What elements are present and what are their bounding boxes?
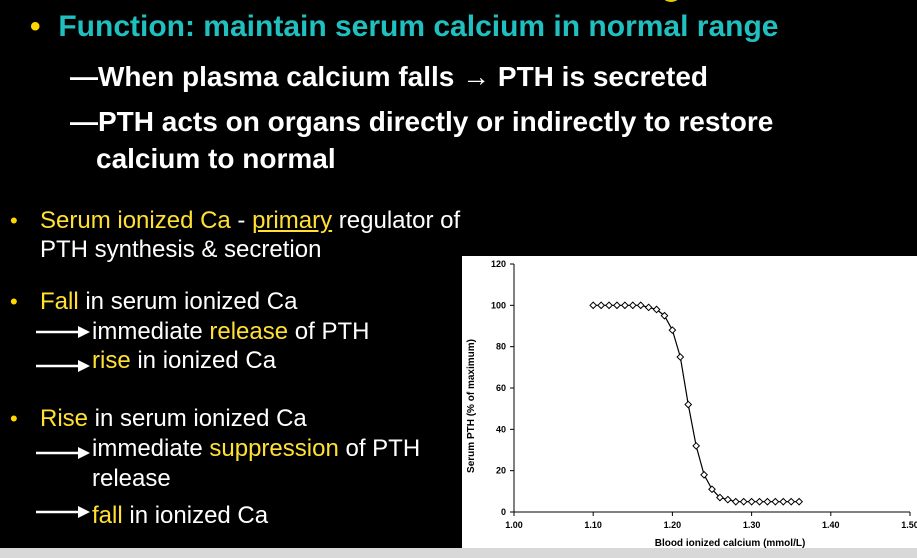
series-line [593, 304, 800, 503]
dash-glyph: — [70, 61, 98, 92]
item3-l2c: of PTH [338, 435, 421, 462]
item1-line2: PTH synthesis & secretion [40, 236, 322, 263]
arrow-right-icon [36, 360, 90, 372]
bullet-dot: • [30, 10, 41, 43]
data-point [771, 497, 780, 506]
data-point [644, 303, 653, 312]
data-point [660, 311, 669, 320]
data-point [739, 497, 748, 506]
sub-bullet-1-text: When plasma calcium falls → PTH is secre… [98, 61, 708, 92]
item3-l4b: in ionized Ca [122, 502, 269, 529]
sub-bullet-2-text: PTH acts on organs directly or indirectl… [98, 106, 774, 137]
item2-line2: immediate release of PTH [92, 318, 369, 346]
item1-primary: primary [252, 207, 333, 234]
chart-curve [593, 304, 800, 503]
title-fragment [660, 0, 690, 4]
list-bullet: • [10, 208, 18, 233]
item3-suppression: suppression [209, 435, 339, 462]
data-point [668, 326, 677, 335]
dash-glyph: — [70, 106, 98, 137]
item2-rest: in serum ionized Ca [78, 288, 298, 315]
item1-sep: - [230, 207, 253, 234]
data-point [676, 353, 685, 361]
data-point [747, 497, 756, 506]
chart-points [589, 301, 804, 506]
main-bullet-text: Function: maintain serum calcium in norm… [58, 10, 779, 43]
item2-line3: rise in ionized Ca [92, 347, 276, 375]
item3-line1: Rise in serum ionized Ca [40, 405, 307, 433]
y-axis-label: Serum PTH (% of maximum) [466, 339, 477, 473]
item3-rest: in serum ionized Ca [88, 405, 307, 432]
data-point [613, 301, 621, 310]
item2-l2c: of PTH [288, 318, 370, 345]
item3-line2: immediate suppression of PTH [92, 435, 420, 463]
data-point [636, 301, 645, 310]
data-point [708, 485, 716, 494]
data-point [731, 497, 740, 506]
item2-line1: Fall in serum ionized Ca [40, 288, 297, 316]
data-point [692, 441, 701, 450]
item2-highlight: Fall [40, 288, 79, 315]
item2-rise: rise [92, 347, 131, 374]
arrow-right-icon [36, 447, 90, 459]
item1-line1: Serum ionized Ca - primary regulator of [40, 207, 460, 235]
data-point [628, 301, 637, 310]
item1-highlight: Serum ionized Ca [40, 207, 231, 234]
item1-rest: regulator of [332, 207, 461, 234]
data-point [620, 301, 629, 310]
data-point [716, 493, 724, 502]
bottom-bar [0, 548, 917, 558]
x-axis-label: Blood ionized calcium (mmol/L) [655, 538, 806, 549]
list-bullet: • [10, 406, 18, 431]
item2-l3b: in ionized Ca [130, 347, 277, 374]
item3-fall: fall [92, 502, 123, 529]
item2-l2a: immediate [92, 318, 210, 345]
data-point [597, 301, 606, 310]
y-tick-label: 20 [496, 466, 506, 476]
data-point [684, 400, 693, 409]
item3-line4: fall in ionized Ca [92, 502, 268, 530]
x-tick-label: 1.50 [901, 520, 917, 530]
data-point [763, 497, 772, 506]
data-point [605, 301, 613, 310]
x-tick-label: 1.40 [822, 520, 840, 530]
y-tick-label: 0 [501, 507, 506, 517]
y-tick-label: 40 [496, 424, 506, 434]
item3-l2a: immediate [92, 435, 210, 462]
x-tick-label: 1.20 [664, 520, 682, 530]
x-tick-label: 1.30 [743, 520, 761, 530]
data-point [700, 470, 708, 479]
data-point [589, 301, 598, 310]
x-tick-label: 1.10 [584, 520, 602, 530]
sub-bullet-1: —When plasma calcium falls → PTH is secr… [70, 60, 708, 94]
arrow-right-icon [36, 326, 90, 338]
data-point [755, 497, 764, 506]
y-tick-label: 60 [496, 383, 506, 393]
x-tick-label: 1.00 [505, 520, 523, 530]
chart-axes [513, 264, 910, 513]
data-point [787, 497, 796, 506]
arrow-right-icon [36, 506, 90, 518]
chart-ticks: 0 20 40 60 80 100 120 1.00 1.10 1.20 1.30 1.40 1.50 [491, 259, 917, 530]
data-point [779, 497, 788, 506]
pth-calcium-chart: 0 20 40 60 80 100 120 1.00 1.10 1.20 1.30 1.40 1.50 … [462, 256, 917, 558]
y-tick-label: 120 [491, 259, 506, 269]
item2-release: release [209, 318, 289, 345]
data-point [652, 305, 661, 314]
list-bullet: • [10, 289, 18, 314]
sub-bullet-2: —PTH acts on organs directly or indirect… [70, 105, 773, 139]
item3-highlight: Rise [40, 405, 89, 432]
sub-bullet-2-continuation: calcium to normal [96, 143, 336, 174]
main-bullet: • Function: maintain serum calcium in no… [30, 10, 778, 44]
item3-line3: release [92, 465, 171, 492]
y-tick-label: 100 [491, 300, 506, 310]
y-tick-label: 80 [496, 342, 506, 352]
data-point [723, 495, 732, 504]
data-point [795, 497, 804, 506]
